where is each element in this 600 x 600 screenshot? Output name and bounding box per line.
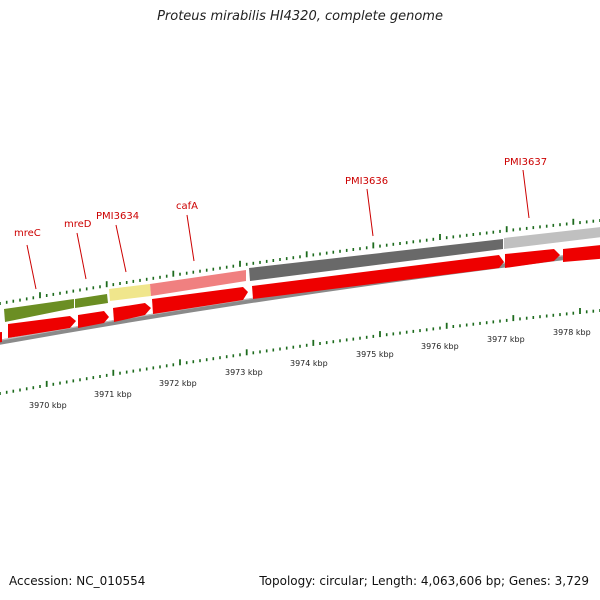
scale-label-3972: 3972 kbp bbox=[159, 379, 197, 388]
scale-label-3975: 3975 kbp bbox=[356, 350, 394, 359]
gene-label-mreD: mreD bbox=[64, 219, 92, 230]
cds-arrow-6[interactable] bbox=[505, 249, 560, 268]
gene-label-PMI3634: PMI3634 bbox=[96, 211, 139, 222]
scale-label-3976: 3976 kbp bbox=[421, 342, 459, 351]
tick-row-upper bbox=[0, 218, 600, 305]
gene-bar-mreC[interactable] bbox=[4, 299, 74, 322]
scale-label-3971: 3971 kbp bbox=[94, 390, 132, 399]
accession-text: Accession: NC_010554 bbox=[9, 574, 146, 588]
cds-arrow-4[interactable] bbox=[152, 287, 248, 314]
gene-label-cafA: cafA bbox=[176, 201, 198, 212]
gene-bar-cafA[interactable] bbox=[150, 270, 246, 296]
scale-label-3974: 3974 kbp bbox=[290, 359, 328, 368]
leader-PMI3634 bbox=[115, 224, 127, 273]
gene-bar-PMI3636[interactable] bbox=[249, 239, 503, 281]
scale-label-3977: 3977 kbp bbox=[487, 335, 525, 344]
cds-arrow-3[interactable] bbox=[113, 303, 151, 322]
scale-label-3970: 3970 kbp bbox=[29, 401, 67, 410]
scale-label-3973: 3973 kbp bbox=[225, 368, 263, 377]
gene-label-PMI3637: PMI3637 bbox=[504, 157, 547, 168]
cds-arrow-2[interactable] bbox=[78, 311, 109, 328]
scale-label-3978: 3978 kbp bbox=[553, 328, 591, 337]
leader-PMI3637 bbox=[522, 169, 530, 219]
cds-arrow-5[interactable] bbox=[252, 255, 504, 299]
leader-PMI3636 bbox=[366, 188, 374, 237]
cds-arrow-0[interactable] bbox=[0, 332, 2, 344]
gene-label-mreC: mreC bbox=[14, 228, 41, 239]
cds-arrow-1[interactable] bbox=[8, 316, 76, 338]
genome-summary-text: Topology: circular; Length: 4,063,606 bp… bbox=[259, 574, 589, 588]
cds-arrow-7[interactable] bbox=[563, 244, 600, 262]
tick-row-lower bbox=[0, 308, 600, 395]
leader-mreC bbox=[26, 244, 37, 290]
gene-bar-PMI3637[interactable] bbox=[504, 226, 600, 249]
gene-bar-mreD[interactable] bbox=[75, 294, 108, 308]
leader-cafA bbox=[186, 214, 195, 262]
gene-bar-PMI3634[interactable] bbox=[109, 284, 151, 301]
leader-mreD bbox=[76, 232, 87, 280]
gene-label-PMI3636: PMI3636 bbox=[345, 176, 388, 187]
map-title: Proteus mirabilis HI4320, complete genom… bbox=[157, 9, 443, 24]
